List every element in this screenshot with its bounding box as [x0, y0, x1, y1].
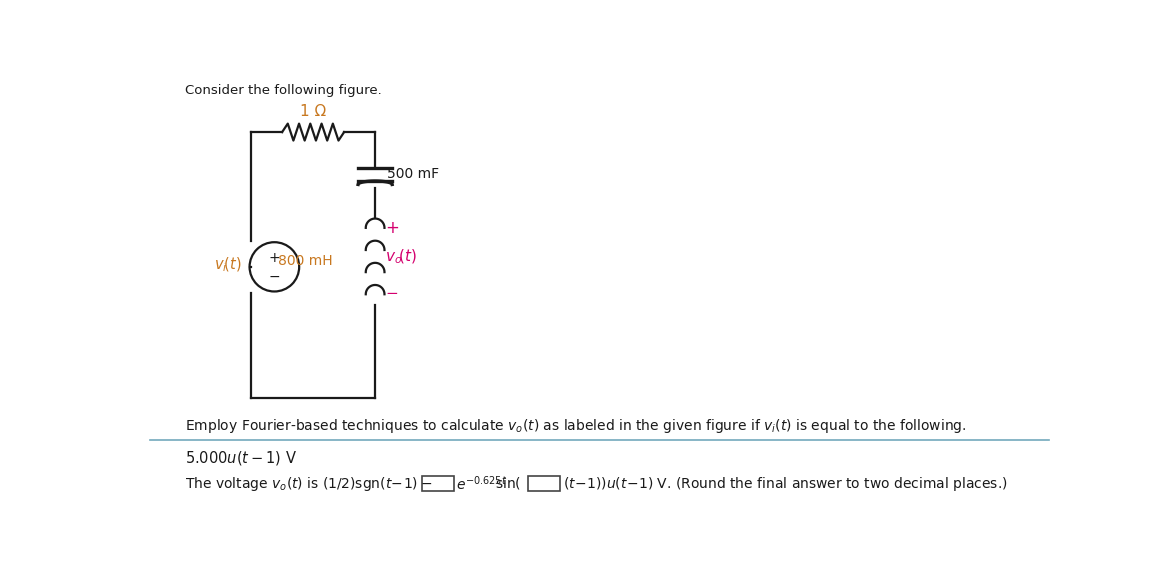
Text: $\mathrm{sin}($: $\mathrm{sin}($	[496, 475, 522, 491]
Text: −: −	[268, 270, 280, 284]
Text: $5.000u(t-1)$ V: $5.000u(t-1)$ V	[185, 449, 298, 467]
Bar	[422, 475, 455, 491]
Text: Consider the following figure.: Consider the following figure.	[185, 84, 382, 98]
Text: −: −	[386, 286, 398, 302]
Text: 800 mH: 800 mH	[278, 254, 333, 268]
Text: The voltage $v_o(t)$ is $(1/2)\mathrm{sgn}(t\!-\!1) -$: The voltage $v_o(t)$ is $(1/2)\mathrm{sg…	[185, 475, 437, 493]
Text: $e^{-0.625t}$: $e^{-0.625t}$	[457, 475, 507, 493]
Bar	[527, 475, 560, 491]
Text: $v_o\!(t)$: $v_o\!(t)$	[386, 248, 417, 267]
Text: 1 Ω: 1 Ω	[300, 104, 326, 119]
Text: +: +	[386, 220, 400, 238]
Text: $(t\!-\!1))u(t\!-\!1)$ V. (Round the final answer to two decimal places.): $(t\!-\!1))u(t\!-\!1)$ V. (Round the fin…	[563, 475, 1008, 493]
Text: 500 mF: 500 mF	[387, 167, 438, 181]
Text: Employ Fourier-based techniques to calculate $v_o(t)$ as labeled in the given fi: Employ Fourier-based techniques to calcu…	[185, 417, 967, 435]
Text: $v_i\!(t)$: $v_i\!(t)$	[214, 256, 241, 274]
Text: +: +	[268, 250, 280, 264]
